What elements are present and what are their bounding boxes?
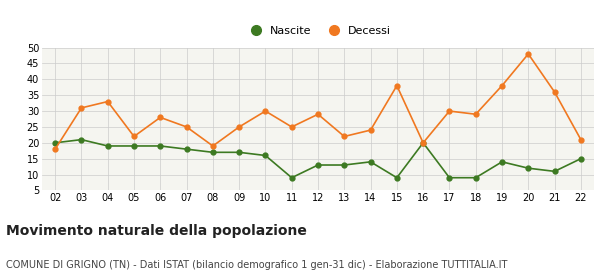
Decessi bbox=[157, 116, 164, 119]
Legend: Nascite, Decessi: Nascite, Decessi bbox=[240, 22, 396, 41]
Nascite bbox=[209, 151, 217, 154]
Nascite bbox=[524, 167, 532, 170]
Decessi bbox=[341, 135, 348, 138]
Nascite bbox=[78, 138, 85, 141]
Nascite bbox=[551, 170, 558, 173]
Nascite bbox=[52, 141, 59, 144]
Decessi bbox=[367, 129, 374, 132]
Nascite bbox=[288, 176, 295, 179]
Decessi bbox=[130, 135, 137, 138]
Nascite bbox=[157, 144, 164, 148]
Nascite bbox=[446, 176, 453, 179]
Decessi bbox=[52, 148, 59, 151]
Nascite bbox=[499, 160, 506, 164]
Nascite bbox=[104, 144, 112, 148]
Nascite bbox=[183, 148, 190, 151]
Decessi bbox=[183, 125, 190, 129]
Decessi bbox=[314, 113, 322, 116]
Decessi bbox=[104, 100, 112, 103]
Nascite bbox=[314, 163, 322, 167]
Line: Nascite: Nascite bbox=[53, 137, 583, 180]
Decessi bbox=[577, 138, 584, 141]
Text: Movimento naturale della popolazione: Movimento naturale della popolazione bbox=[6, 224, 307, 238]
Decessi bbox=[262, 109, 269, 113]
Decessi bbox=[551, 90, 558, 94]
Nascite bbox=[577, 157, 584, 160]
Nascite bbox=[367, 160, 374, 164]
Nascite bbox=[341, 163, 348, 167]
Decessi bbox=[236, 125, 243, 129]
Nascite bbox=[419, 141, 427, 144]
Nascite bbox=[262, 154, 269, 157]
Decessi bbox=[78, 106, 85, 109]
Nascite bbox=[130, 144, 137, 148]
Decessi bbox=[524, 52, 532, 56]
Nascite bbox=[393, 176, 400, 179]
Line: Decessi: Decessi bbox=[53, 52, 583, 151]
Text: COMUNE DI GRIGNO (TN) - Dati ISTAT (bilancio demografico 1 gen-31 dic) - Elabora: COMUNE DI GRIGNO (TN) - Dati ISTAT (bila… bbox=[6, 260, 508, 270]
Decessi bbox=[472, 113, 479, 116]
Decessi bbox=[288, 125, 295, 129]
Decessi bbox=[393, 84, 400, 87]
Decessi bbox=[446, 109, 453, 113]
Nascite bbox=[236, 151, 243, 154]
Nascite bbox=[472, 176, 479, 179]
Decessi bbox=[419, 141, 427, 144]
Decessi bbox=[209, 144, 217, 148]
Decessi bbox=[499, 84, 506, 87]
